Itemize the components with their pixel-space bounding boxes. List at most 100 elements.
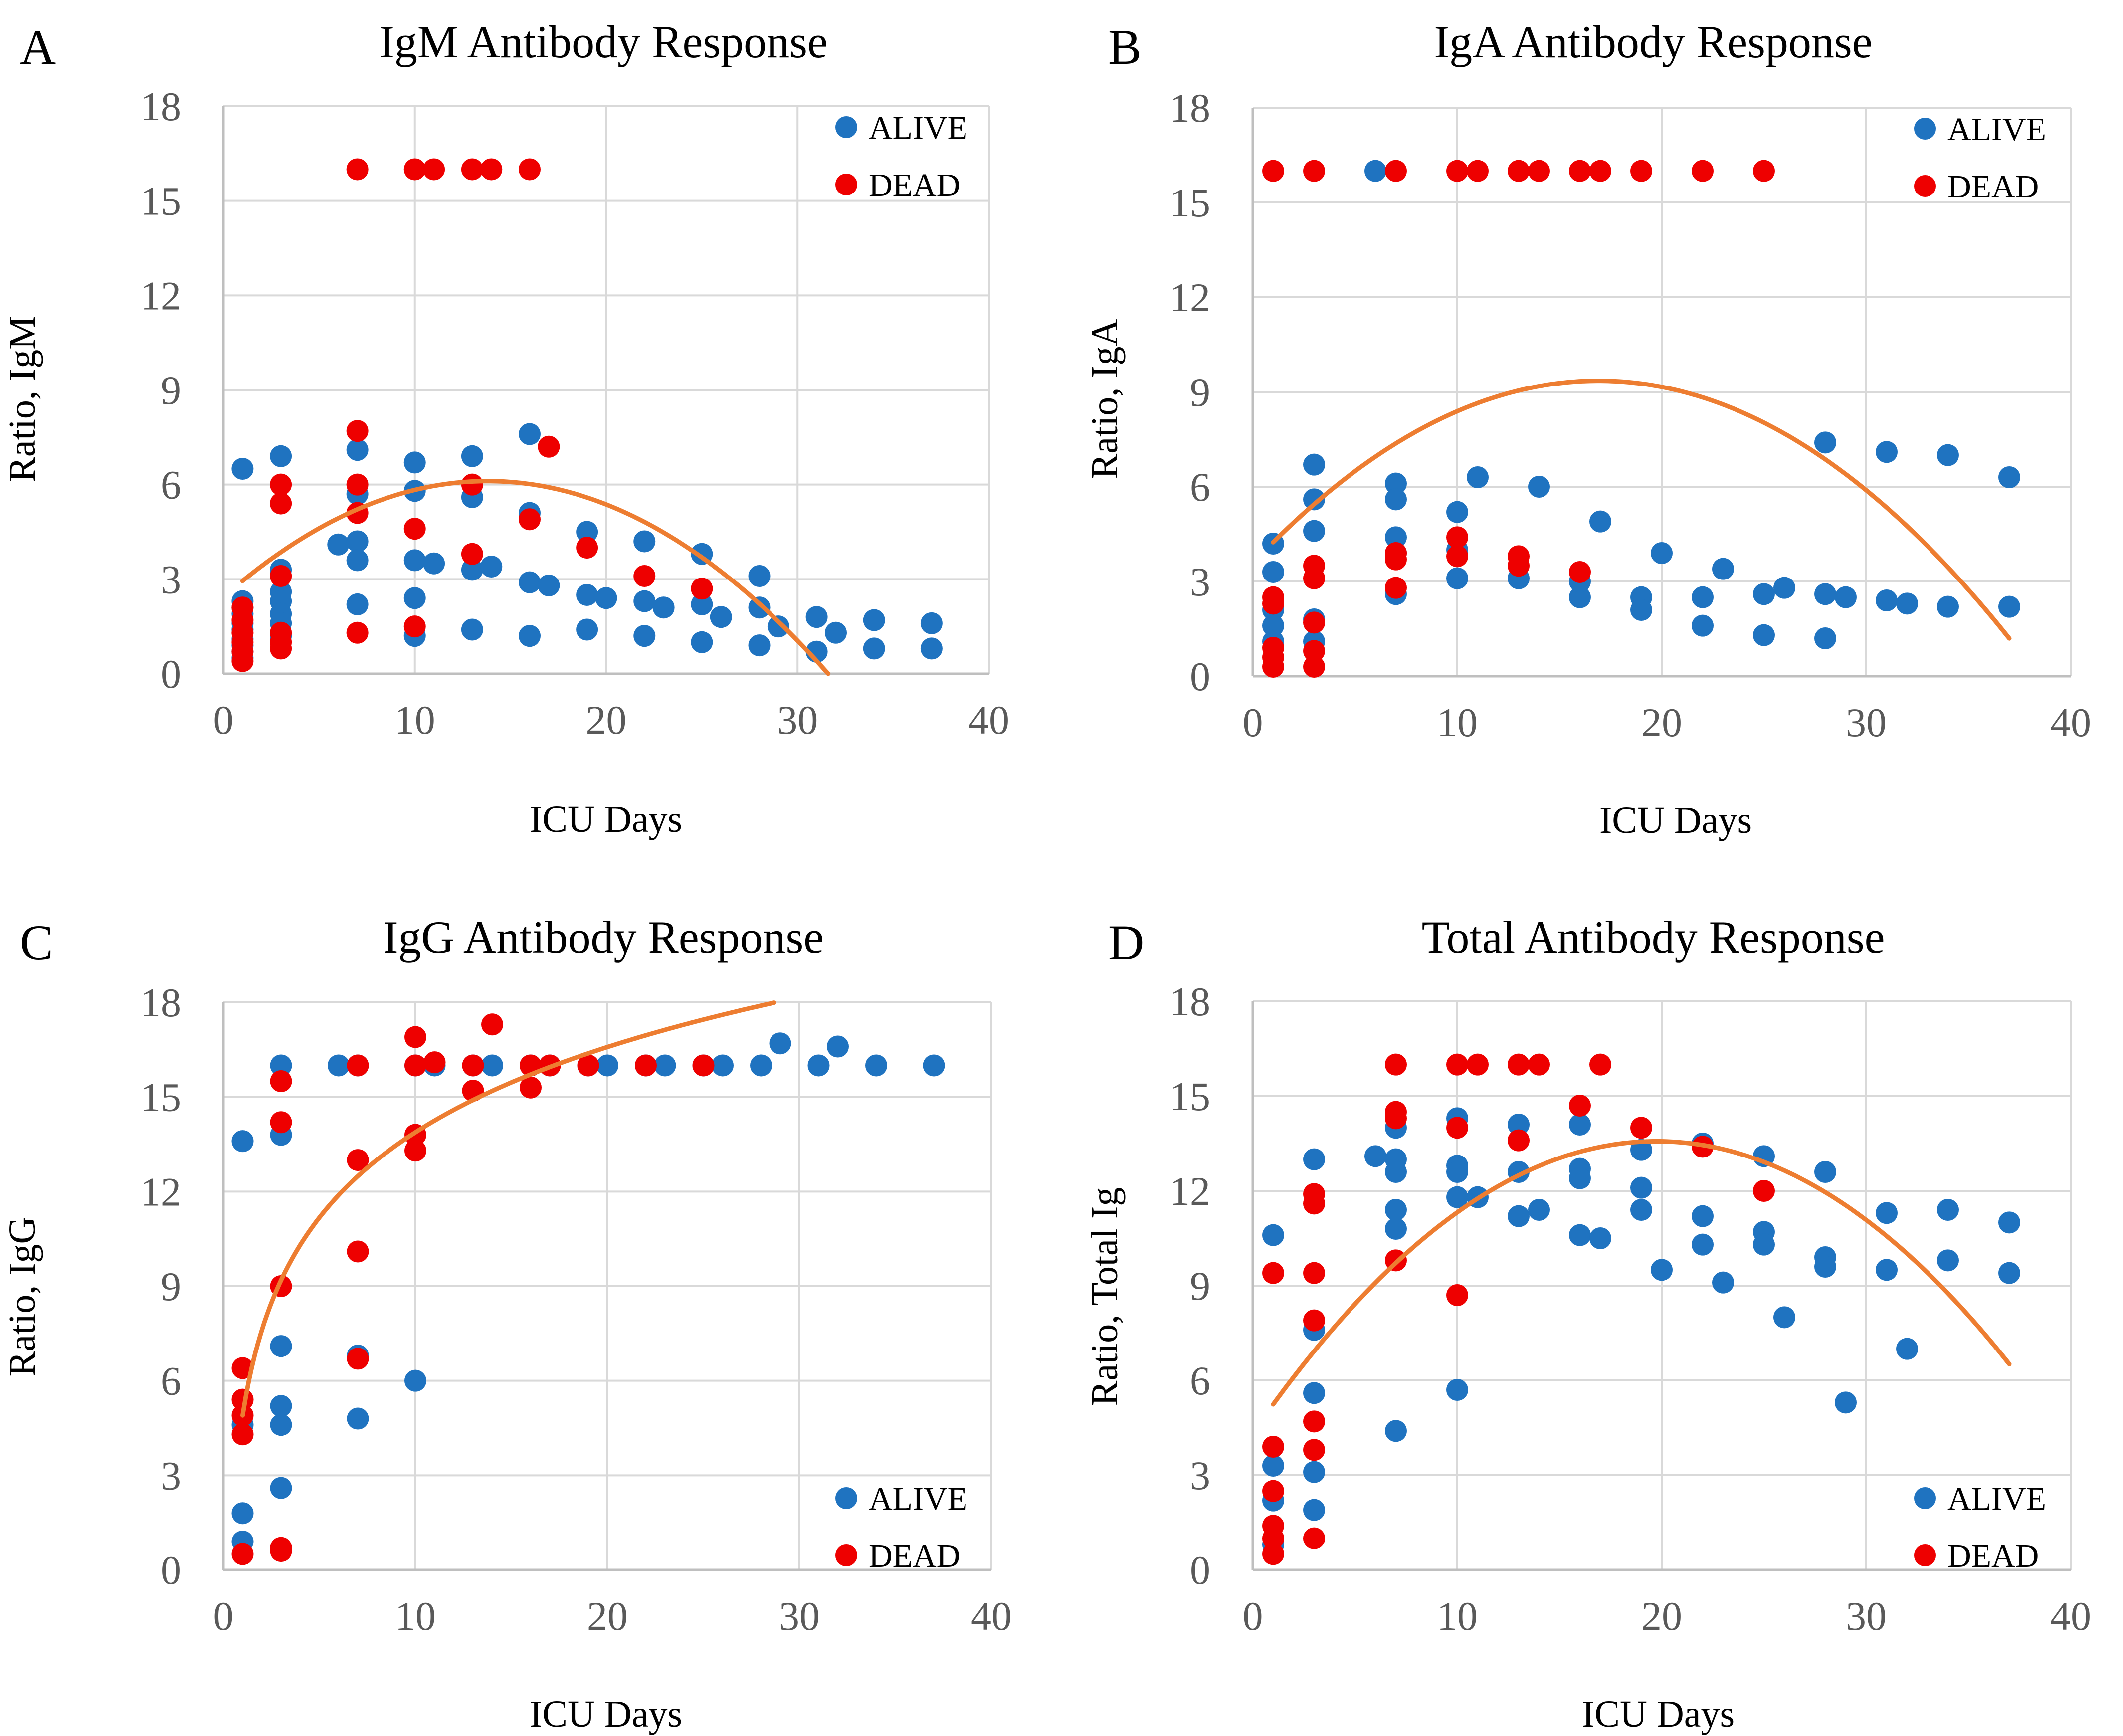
data-point-alive: [1303, 1499, 1325, 1521]
data-point-alive: [1262, 1224, 1284, 1246]
data-point-dead: [1303, 1410, 1325, 1433]
data-point-alive: [461, 445, 483, 467]
data-point-alive: [403, 451, 426, 474]
data-point-alive: [1303, 453, 1325, 476]
data-point-alive: [403, 549, 426, 572]
trendline: [240, 479, 831, 676]
y-tick-label: 15: [1169, 180, 1210, 225]
data-point-alive: [1569, 1224, 1591, 1246]
data-point-alive: [1446, 567, 1468, 589]
data-point-alive: [1814, 431, 1836, 454]
data-point-alive: [1998, 1211, 2020, 1234]
legend-label-alive: ALIVE: [869, 1481, 967, 1517]
data-point-dead: [1630, 160, 1652, 182]
y-tick-label: 6: [1190, 1358, 1210, 1403]
data-point-alive: [1589, 510, 1611, 533]
data-point-alive: [576, 583, 598, 606]
data-point-dead: [1303, 1309, 1325, 1332]
data-point-dead: [270, 637, 292, 660]
panel-c: C IgG Antibody Response 0 10 20 30 40 0 3 6 9 12 1…: [1, 912, 1012, 1735]
data-point-dead: [1385, 1107, 1407, 1130]
data-point-dead: [347, 1149, 369, 1171]
x-tick-label: 0: [213, 1593, 234, 1639]
data-point-alive: [1773, 577, 1795, 599]
data-point-alive: [920, 637, 943, 660]
y-tick-label: 12: [140, 1169, 181, 1214]
x-tick-label: 0: [1243, 700, 1263, 745]
data-point-dead: [1630, 1117, 1652, 1139]
data-point-alive: [1446, 1186, 1468, 1208]
data-point-dead: [519, 158, 541, 181]
data-point-dead: [404, 1054, 426, 1077]
data-point-alive: [231, 458, 254, 480]
y-tick-label: 0: [1190, 654, 1210, 699]
data-point-alive: [270, 1414, 292, 1436]
data-point-alive: [270, 1477, 292, 1499]
data-point-alive: [1998, 595, 2020, 618]
plot-area: 0 10 20 30 40 0 3 6 9 12 15 18: [140, 84, 1009, 743]
data-point-dead: [538, 435, 560, 458]
y-tick-label: 6: [1190, 464, 1210, 510]
data-point-alive: [1364, 160, 1386, 182]
data-point-alive: [1630, 1199, 1652, 1221]
data-point-alive: [750, 1054, 772, 1077]
x-tick-label: 10: [1437, 700, 1478, 745]
data-point-alive: [1569, 1114, 1591, 1136]
data-point-alive: [270, 1054, 292, 1077]
chart-title: IgM Antibody Response: [379, 16, 828, 67]
data-point-dead: [1262, 160, 1284, 182]
data-point-dead: [403, 158, 426, 181]
data-point-alive: [1937, 1199, 1959, 1221]
data-point-alive: [805, 606, 828, 628]
data-point-alive: [1262, 561, 1284, 583]
legend: ALIVE DEAD: [835, 110, 967, 203]
data-point-dead: [1303, 1527, 1325, 1549]
data-point-alive: [1303, 520, 1325, 542]
legend-marker-dead: [835, 1544, 857, 1566]
y-tick-label: 9: [1190, 370, 1210, 415]
plot-area: 0 10 20 30 40 0 3 6 9 12 15 18: [1169, 85, 2091, 745]
y-tick-label: 15: [140, 179, 181, 224]
data-point-alive: [1569, 586, 1591, 608]
data-point-dead: [1508, 1053, 1530, 1076]
data-point-dead: [1262, 1527, 1284, 1549]
data-point-alive: [404, 1369, 426, 1392]
data-point-dead: [1385, 548, 1407, 571]
data-point-alive: [347, 1407, 369, 1430]
legend-label-dead: DEAD: [1947, 1538, 2039, 1574]
data-point-dead: [347, 1240, 369, 1263]
data-point-dead: [1446, 1284, 1468, 1306]
data-point-alive: [1692, 586, 1714, 608]
data-point-alive: [1814, 1256, 1836, 1278]
y-tick-label: 15: [140, 1075, 181, 1120]
legend-marker-dead: [835, 174, 857, 195]
data-point-alive: [748, 565, 771, 587]
legend-label-dead: DEAD: [869, 1538, 960, 1574]
data-point-dead: [480, 158, 503, 181]
plot-area: 0 10 20 30 40 0 3 6 9 12 15 18: [140, 980, 1012, 1639]
data-point-dead: [1303, 160, 1325, 182]
data-point-dead: [1753, 1180, 1775, 1202]
legend-marker-dead: [1914, 175, 1936, 197]
data-point-alive: [1896, 592, 1918, 615]
data-point-alive: [923, 1054, 945, 1077]
data-point-alive: [633, 590, 656, 612]
data-point-dead: [633, 565, 656, 587]
data-point-alive: [423, 552, 445, 575]
data-point-alive: [1876, 589, 1898, 611]
data-point-dead: [346, 473, 369, 496]
data-point-dead: [1508, 1129, 1530, 1152]
x-tick-label: 10: [395, 1593, 436, 1639]
data-point-alive: [1630, 1139, 1652, 1161]
data-point-alive: [769, 1032, 791, 1055]
data-point-alive: [270, 1395, 292, 1417]
y-tick-label: 0: [1190, 1547, 1210, 1593]
data-point-alive: [1937, 595, 1959, 618]
data-point-alive: [346, 439, 369, 461]
data-point-alive: [825, 621, 847, 644]
y-tick-label: 3: [1190, 559, 1210, 604]
data-point-dead: [461, 473, 483, 496]
data-point-dead: [1385, 577, 1407, 599]
data-point-dead: [347, 1054, 369, 1077]
data-point-dead: [346, 621, 369, 644]
